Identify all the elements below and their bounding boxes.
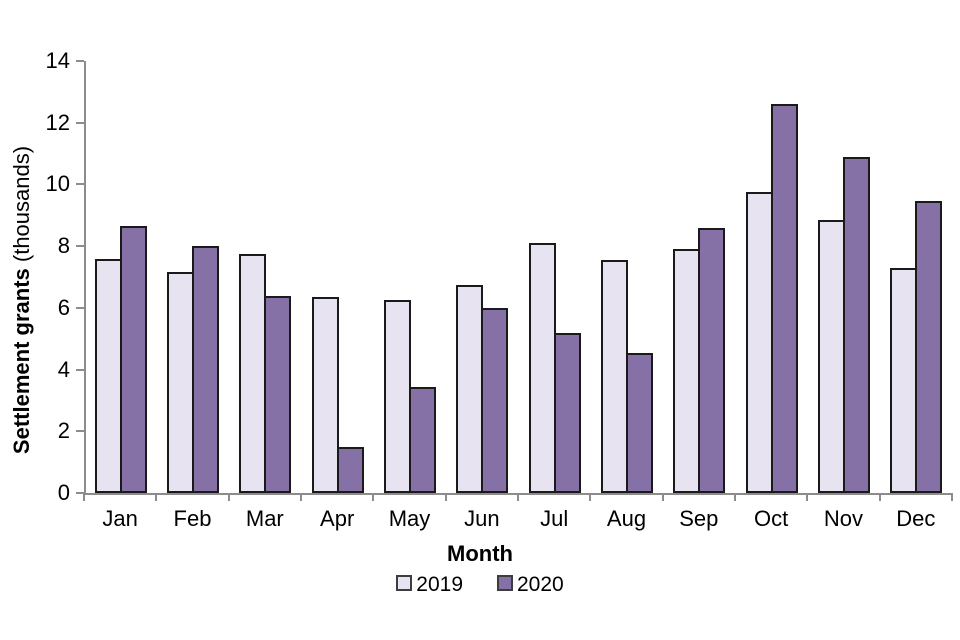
x-axis-title: Month bbox=[447, 541, 513, 566]
legend-swatch-2020 bbox=[497, 575, 513, 591]
bar-2019-apr bbox=[311, 297, 339, 493]
bar-2020-feb bbox=[191, 246, 219, 493]
legend-swatch-2019 bbox=[396, 575, 413, 591]
y-tick-mark-6 bbox=[76, 306, 84, 309]
bar-2019-jan bbox=[94, 258, 122, 493]
bar-2020-dec bbox=[915, 201, 943, 493]
y-tick-label-2: 2 bbox=[57, 418, 70, 444]
x-tick-label-jan: Jan bbox=[102, 506, 138, 531]
x-tick-mark-10 bbox=[806, 493, 809, 501]
legend: 2019 2020 bbox=[0, 572, 960, 598]
x-tick-mark-11 bbox=[878, 493, 881, 501]
y-tick-mark-0 bbox=[76, 492, 84, 494]
y-tick-mark-10 bbox=[76, 183, 84, 186]
x-tick-label-jul: Jul bbox=[540, 506, 569, 531]
bar-2019-feb bbox=[166, 272, 194, 493]
x-tick-mark-12 bbox=[951, 493, 953, 501]
x-tick-mark-4 bbox=[372, 493, 375, 501]
x-tick-label-dec: Dec bbox=[896, 506, 936, 531]
bar-2019-nov bbox=[817, 219, 845, 493]
bar-2019-jun bbox=[456, 284, 484, 493]
legend-label-2019: 2019 bbox=[416, 573, 463, 596]
x-tick-label-jun: Jun bbox=[464, 506, 500, 531]
bar-2019-jul bbox=[528, 243, 556, 493]
bar-2020-nov bbox=[842, 156, 870, 493]
bar-2020-jan bbox=[119, 226, 147, 493]
bar-2019-aug bbox=[600, 260, 628, 493]
bar-2019-oct bbox=[745, 192, 773, 493]
y-tick-label-6: 6 bbox=[57, 294, 70, 320]
x-tick-label-sep: Sep bbox=[679, 506, 719, 531]
bar-2020-apr bbox=[336, 446, 364, 493]
x-tick-label-mar: Mar bbox=[245, 506, 284, 531]
x-tick-mark-9 bbox=[734, 493, 736, 501]
bar-2019-mar bbox=[239, 253, 267, 493]
x-tick-mark-6 bbox=[517, 493, 519, 501]
bar-2019-dec bbox=[890, 267, 918, 493]
bar-2020-may bbox=[408, 386, 436, 493]
y-tick-mark-8 bbox=[76, 245, 84, 248]
y-tick-mark-2 bbox=[76, 430, 84, 433]
y-tick-label-10: 10 bbox=[45, 171, 70, 197]
x-tick-label-aug: Aug bbox=[606, 506, 647, 531]
x-tick-mark-1 bbox=[155, 493, 158, 501]
x-tick-label-nov: Nov bbox=[823, 506, 864, 531]
legend-item-2020: 2020 bbox=[497, 572, 564, 598]
bar-2020-jul bbox=[553, 332, 581, 493]
bar-2020-mar bbox=[264, 295, 292, 493]
x-tick-label-apr: Apr bbox=[320, 506, 355, 531]
bar-2019-may bbox=[383, 300, 411, 493]
x-tick-mark-8 bbox=[661, 493, 664, 501]
y-tick-label-12: 12 bbox=[45, 109, 70, 135]
bar-2020-oct bbox=[770, 104, 798, 493]
y-tick-mark-14 bbox=[76, 60, 84, 62]
x-tick-mark-5 bbox=[444, 493, 447, 501]
x-tick-mark-0 bbox=[83, 493, 85, 501]
y-tick-mark-12 bbox=[76, 121, 84, 124]
legend-label-2020: 2020 bbox=[517, 573, 564, 596]
y-tick-label-14: 14 bbox=[45, 48, 70, 73]
plot-area bbox=[84, 61, 952, 495]
y-tick-label-4: 4 bbox=[57, 356, 70, 382]
bar-2020-aug bbox=[625, 352, 653, 493]
legend-item-2019: 2019 bbox=[396, 572, 463, 598]
x-tick-mark-3 bbox=[300, 493, 302, 501]
y-tick-mark-4 bbox=[76, 368, 84, 371]
bar-2020-sep bbox=[698, 227, 726, 493]
x-tick-mark-7 bbox=[589, 493, 592, 501]
bar-2019-sep bbox=[673, 249, 701, 493]
y-tick-label-0: 0 bbox=[57, 480, 70, 505]
y-tick-label-8: 8 bbox=[57, 233, 70, 259]
bar-2020-jun bbox=[481, 307, 509, 493]
x-tick-label-oct: Oct bbox=[754, 506, 789, 531]
x-tick-mark-2 bbox=[227, 493, 230, 501]
x-tick-label-may: May bbox=[388, 506, 431, 531]
x-tick-label-feb: Feb bbox=[173, 506, 212, 531]
